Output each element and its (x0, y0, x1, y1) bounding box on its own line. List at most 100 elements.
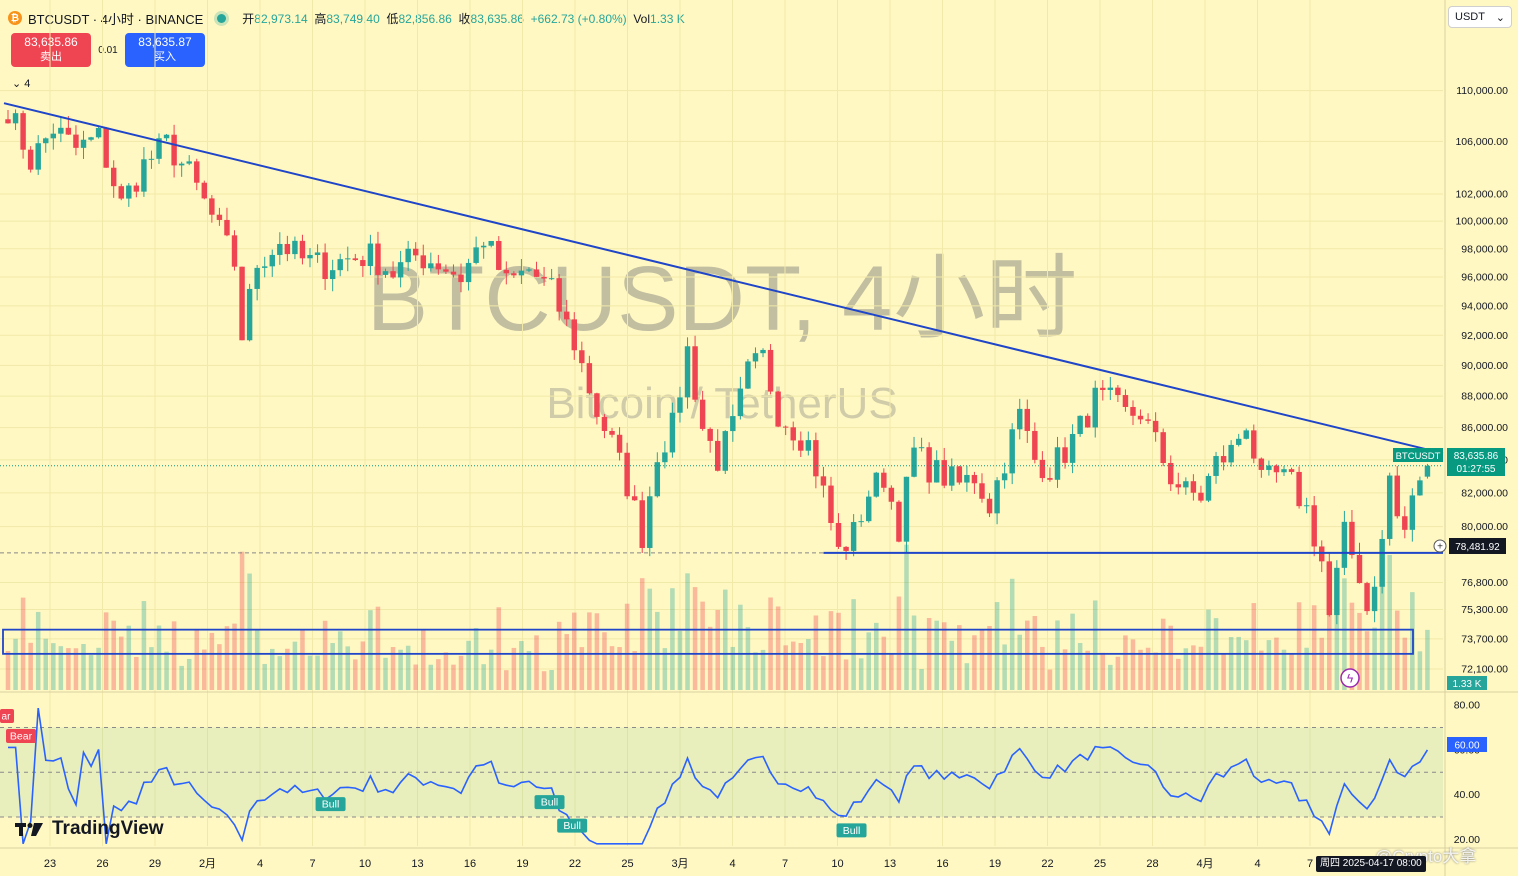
symbol-title[interactable]: BTCUSDT · 4小时 · BINANCE (28, 11, 204, 27)
volume-badge: 1.33 K (1447, 676, 1487, 690)
candle-body (95, 127, 102, 138)
volume-bar (1251, 603, 1257, 690)
candle-body (171, 134, 177, 166)
candle (737, 376, 744, 420)
candle (1386, 472, 1393, 546)
candle-body (35, 143, 41, 170)
volume-bar (1364, 631, 1370, 690)
volume-bar (292, 641, 298, 690)
volume-bars (5, 544, 1430, 690)
candle-body (186, 161, 192, 164)
bull-signal-label: Bull (534, 795, 565, 810)
candle (95, 127, 102, 139)
time-tick-label: 25 (621, 858, 633, 870)
candle (571, 312, 577, 360)
candle (80, 130, 87, 159)
candle-body (941, 460, 947, 486)
sell-button[interactable]: 83,635.86 卖出 (11, 33, 91, 67)
candle (828, 476, 834, 531)
candle (843, 546, 849, 560)
volume-bar (1281, 649, 1287, 690)
price-tick-label: 82,000.00 (1461, 487, 1508, 499)
price-tick-label: 90,000.00 (1461, 360, 1508, 372)
signal-label-text: Bear (10, 731, 33, 743)
candle (956, 465, 963, 485)
candle (1115, 385, 1121, 402)
candle-body (541, 276, 547, 279)
volume-bar (1342, 578, 1347, 690)
time-tick-label: 3月 (671, 858, 688, 870)
candle (526, 267, 532, 273)
bear-signal-edge-label: ar (0, 709, 14, 723)
volume-bar (285, 648, 290, 690)
volume-bar (858, 658, 864, 690)
currency-select-value: USDT (1455, 11, 1485, 23)
indicator-collapse-button[interactable]: ⌄ 4 (12, 77, 30, 91)
candle-body (480, 245, 487, 248)
candle (1152, 412, 1159, 442)
horizontal-level-badge[interactable]: + 78,481.92 (1433, 538, 1506, 554)
currency-select[interactable]: USDT ⌄ (1448, 6, 1512, 28)
volume-bar (1394, 610, 1400, 690)
price-tick-label: 96,000.00 (1461, 272, 1508, 284)
volume-bar (1160, 618, 1166, 690)
candle (1084, 413, 1091, 428)
candle (178, 161, 185, 177)
candle-body (209, 198, 215, 215)
candle-body (1341, 521, 1348, 568)
low-value: 82,856.86 (398, 11, 452, 26)
candle-body (1296, 471, 1302, 507)
volume-bar (556, 621, 562, 690)
signal-label-box (557, 818, 588, 833)
alert-bolt-icon[interactable]: ϟ (1340, 668, 1360, 688)
demand-zone-rectangle (2, 628, 1414, 655)
buy-button[interactable]: 83,635.87 买入 (125, 33, 205, 67)
price-axis[interactable]: 110,000.00 106,000.00 102,000.00 100,000.00… (1455, 85, 1508, 675)
symbol-watermark: BTCUSDT, 4小时 Bitcoin / TetherUS (367, 248, 1078, 428)
candle (511, 271, 517, 278)
buy-price: 83,635.87 (138, 35, 192, 49)
volume-bar (20, 597, 26, 690)
candle-body (412, 248, 419, 256)
candle (745, 359, 751, 389)
crosshair-time-badge: 周四 2025-04-17 08:00 (1316, 856, 1426, 872)
candle (1319, 540, 1325, 573)
volume-bar (186, 658, 192, 690)
candle (579, 341, 585, 373)
volume-bar (753, 652, 758, 690)
time-axis[interactable]: 23 26 29 2月 4 7 10 13 16 19 22 25 3月 4 7 10 13 16 19 22 25 28… (44, 858, 1313, 870)
sell-label: 卖出 (40, 51, 62, 63)
candle-body (231, 235, 238, 267)
tradingview-logo[interactable]: TradingView (14, 818, 164, 840)
candle (533, 261, 540, 278)
volume-bar (949, 640, 955, 690)
candle-body (1168, 462, 1174, 485)
candle (722, 430, 728, 475)
volume-bar (488, 649, 494, 690)
volume-bar (896, 596, 902, 690)
candle-body (156, 138, 162, 159)
candle-body (27, 149, 34, 170)
candle (850, 514, 857, 557)
price-tick-label: 100,000.00 (1455, 216, 1508, 228)
candle (767, 344, 774, 395)
candle-body (1054, 447, 1061, 480)
volume-bar (66, 648, 71, 690)
candle-body (163, 134, 170, 139)
candle-body (1039, 459, 1046, 479)
bear-signal-label: Bear (6, 729, 36, 743)
volume-bar (73, 648, 79, 690)
candle (35, 135, 41, 175)
candle (616, 427, 623, 461)
volume-bar (617, 647, 622, 690)
horizontal-level-value: 78,481.92 (1455, 542, 1500, 553)
candle (1326, 552, 1333, 617)
volume-bar (111, 620, 116, 690)
price-tick-label: 73,700.00 (1461, 633, 1508, 645)
candle (918, 437, 925, 452)
volume-bar (715, 609, 720, 690)
volume-bar (1221, 653, 1226, 690)
candle (1243, 428, 1249, 440)
